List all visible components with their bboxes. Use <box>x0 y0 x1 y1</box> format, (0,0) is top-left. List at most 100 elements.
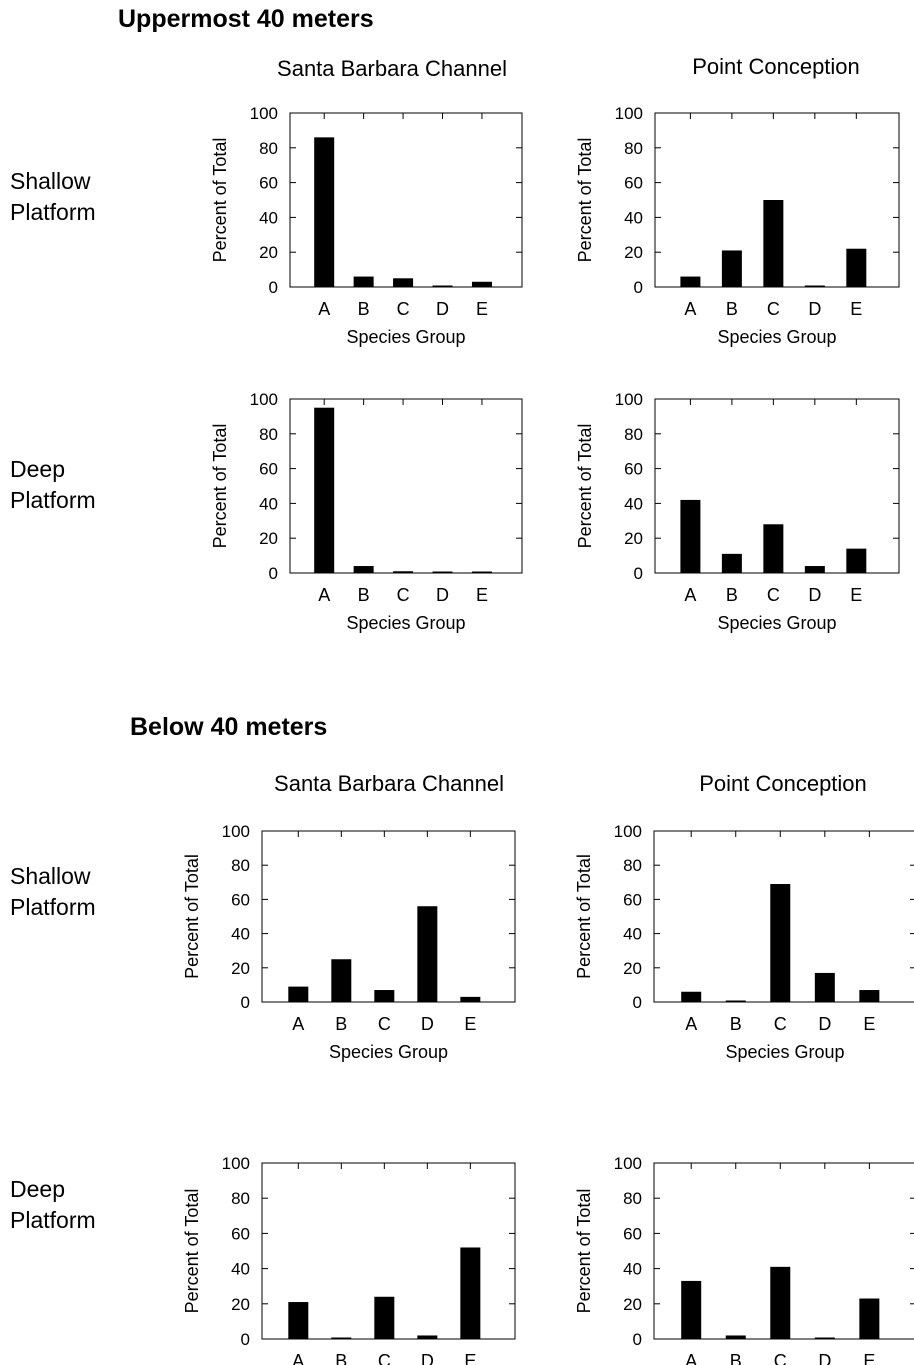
y-tick-label: 20 <box>623 1295 642 1314</box>
y-axis-title: Percent of Total <box>210 138 230 263</box>
bar-b <box>725 1335 746 1339</box>
bar-a <box>314 137 335 287</box>
y-axis-title: Percent of Total <box>210 424 230 549</box>
y-tick-label: 80 <box>624 425 643 444</box>
bar-a <box>680 499 701 573</box>
y-tick-label: 0 <box>633 1330 642 1349</box>
y-tick-label: 40 <box>623 1260 642 1279</box>
x-tick-label: B <box>730 1351 742 1365</box>
y-axis-title: Percent of Total <box>182 1189 202 1314</box>
x-tick-label: C <box>378 1351 391 1365</box>
y-axis-title: Percent of Total <box>575 424 595 549</box>
bar-c <box>374 1296 395 1339</box>
column-title-point-conception-below: Point Conception <box>699 771 867 796</box>
bar-d <box>432 285 453 287</box>
bar-e <box>460 1247 481 1339</box>
x-tick-label: C <box>378 1014 391 1034</box>
row-label-line2: Platform <box>10 894 96 920</box>
x-tick-label: D <box>421 1014 434 1034</box>
bar-b <box>721 250 742 287</box>
y-tick-label: 60 <box>231 1224 250 1243</box>
x-tick-label: D <box>818 1014 831 1034</box>
x-tick-label: A <box>292 1014 304 1034</box>
x-tick-label: E <box>476 299 488 319</box>
bar-d <box>432 571 453 573</box>
x-tick-label: B <box>358 585 370 605</box>
y-axis-title: Percent of Total <box>182 854 202 979</box>
column-title-santa-barbara-below: Santa Barbara Channel <box>274 771 504 796</box>
y-tick-label: 100 <box>222 822 250 841</box>
x-axis-title: Species Group <box>346 327 465 347</box>
y-tick-label: 80 <box>259 425 278 444</box>
y-tick-label: 100 <box>222 1154 250 1173</box>
y-tick-label: 40 <box>623 925 642 944</box>
x-tick-label: E <box>464 1014 476 1034</box>
bar-b <box>331 1337 352 1339</box>
x-tick-label: A <box>684 299 696 319</box>
y-tick-label: 80 <box>231 1189 250 1208</box>
y-tick-label: 80 <box>259 139 278 158</box>
bar-c <box>374 990 395 1002</box>
bar-c <box>393 278 414 287</box>
y-tick-label: 0 <box>269 278 278 297</box>
y-tick-label: 20 <box>259 529 278 548</box>
x-tick-label: D <box>421 1351 434 1365</box>
row-label-deep-upper: Deep Platform <box>10 454 96 516</box>
y-tick-label: 40 <box>231 1260 250 1279</box>
x-tick-label: B <box>726 299 738 319</box>
bar-c <box>763 200 784 287</box>
y-tick-label: 60 <box>624 460 643 479</box>
y-tick-label: 0 <box>634 278 643 297</box>
y-tick-label: 100 <box>615 390 643 409</box>
y-tick-label: 0 <box>269 564 278 583</box>
x-tick-label: E <box>476 585 488 605</box>
y-tick-label: 100 <box>250 390 278 409</box>
bar-d <box>804 285 825 287</box>
bar-d <box>417 1335 438 1339</box>
section-heading-upper: Uppermost 40 meters <box>118 5 374 33</box>
bar-a <box>314 407 335 573</box>
x-tick-label: C <box>397 585 410 605</box>
x-tick-label: A <box>685 1014 697 1034</box>
y-tick-label: 60 <box>259 174 278 193</box>
row-label-shallow-below: Shallow Platform <box>10 861 96 923</box>
x-axis-title: Species Group <box>329 1042 448 1062</box>
x-tick-label: A <box>292 1351 304 1365</box>
x-tick-label: C <box>767 299 780 319</box>
bar-c <box>770 884 791 1002</box>
x-axis-title: Species Group <box>717 613 836 633</box>
row-label-line1: Deep <box>10 1176 65 1202</box>
bar-e <box>471 281 492 287</box>
bar-b <box>725 1000 746 1002</box>
bar-d <box>804 566 825 573</box>
x-axis-title: Species Group <box>725 1042 844 1062</box>
x-tick-label: E <box>863 1014 875 1034</box>
y-axis-title: Percent of Total <box>574 854 594 979</box>
y-tick-label: 60 <box>231 890 250 909</box>
x-tick-label: A <box>318 585 330 605</box>
y-tick-label: 40 <box>259 494 278 513</box>
bar-c <box>770 1266 791 1339</box>
bar-a <box>288 1302 309 1339</box>
x-tick-label: D <box>436 299 449 319</box>
y-tick-label: 60 <box>624 174 643 193</box>
bar-e <box>859 990 880 1002</box>
y-tick-label: 100 <box>614 822 642 841</box>
bar-b <box>353 276 374 287</box>
y-tick-label: 20 <box>259 243 278 262</box>
x-tick-label: D <box>808 299 821 319</box>
row-label-line2: Platform <box>10 487 96 513</box>
x-tick-label: D <box>808 585 821 605</box>
y-axis-title: Percent of Total <box>574 1189 594 1314</box>
row-label-line1: Shallow <box>10 168 91 194</box>
bar-e <box>471 571 492 573</box>
row-label-line1: Shallow <box>10 863 91 889</box>
y-tick-label: 20 <box>624 529 643 548</box>
bar-b <box>353 566 374 573</box>
bar-a <box>681 991 702 1002</box>
bar-a <box>680 276 701 287</box>
x-tick-label: D <box>818 1351 831 1365</box>
x-tick-label: A <box>684 585 696 605</box>
y-tick-label: 40 <box>231 925 250 944</box>
x-tick-label: C <box>397 299 410 319</box>
